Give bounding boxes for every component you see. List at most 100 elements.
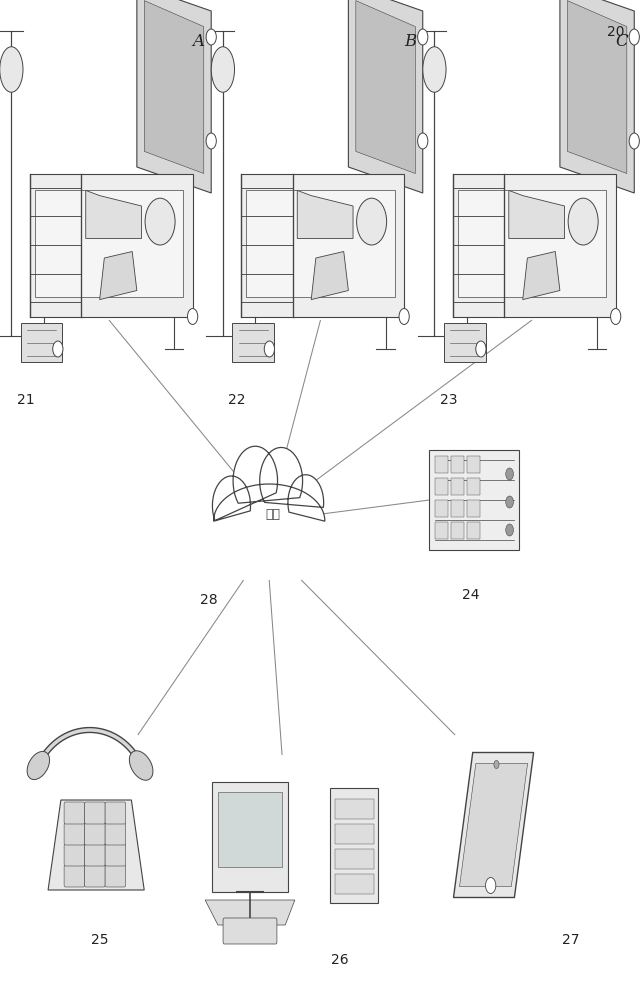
Text: C: C [615,33,628,50]
FancyBboxPatch shape [451,478,464,495]
Polygon shape [509,190,565,238]
FancyBboxPatch shape [64,802,85,824]
FancyBboxPatch shape [335,874,374,894]
Polygon shape [349,0,423,193]
FancyBboxPatch shape [467,456,480,473]
FancyBboxPatch shape [105,823,126,845]
Polygon shape [429,450,519,550]
FancyBboxPatch shape [467,500,480,517]
Circle shape [288,475,324,530]
Polygon shape [86,190,142,238]
FancyBboxPatch shape [335,824,374,844]
Ellipse shape [0,47,23,92]
FancyBboxPatch shape [85,844,105,866]
FancyBboxPatch shape [105,802,126,824]
Text: 21: 21 [17,393,35,407]
Ellipse shape [27,751,49,780]
FancyBboxPatch shape [64,865,85,887]
FancyBboxPatch shape [435,478,448,495]
Text: 26: 26 [331,953,349,967]
Polygon shape [297,190,353,238]
Polygon shape [137,0,212,193]
Polygon shape [35,190,183,297]
Circle shape [188,309,197,324]
Ellipse shape [129,751,153,780]
Circle shape [399,309,409,324]
Circle shape [611,309,620,324]
Text: A: A [193,33,204,50]
Circle shape [53,341,63,357]
Polygon shape [48,800,144,890]
Text: B: B [404,33,417,50]
Circle shape [233,446,278,516]
Circle shape [418,133,428,149]
Circle shape [264,341,274,357]
Circle shape [418,29,428,45]
FancyBboxPatch shape [335,798,374,818]
Text: 22: 22 [228,393,246,407]
FancyBboxPatch shape [105,844,126,866]
Polygon shape [444,323,486,362]
Polygon shape [523,251,560,300]
Polygon shape [242,174,404,316]
Circle shape [494,760,499,768]
Ellipse shape [213,484,325,558]
FancyBboxPatch shape [85,823,105,845]
Text: 网络: 网络 [265,508,280,522]
Polygon shape [458,190,606,297]
FancyBboxPatch shape [451,456,464,473]
Circle shape [356,198,387,245]
Ellipse shape [423,47,446,92]
FancyBboxPatch shape [435,522,448,539]
Polygon shape [218,792,282,867]
FancyBboxPatch shape [451,500,464,517]
FancyBboxPatch shape [64,844,85,866]
Circle shape [212,476,251,535]
FancyBboxPatch shape [435,456,448,473]
Ellipse shape [212,47,235,92]
FancyBboxPatch shape [467,522,480,539]
Circle shape [260,447,303,514]
FancyBboxPatch shape [435,500,448,517]
FancyBboxPatch shape [467,478,480,495]
Text: 28: 28 [199,593,217,607]
Circle shape [476,341,486,357]
Polygon shape [330,788,378,902]
FancyBboxPatch shape [64,823,85,845]
Polygon shape [21,323,63,362]
Polygon shape [205,900,295,925]
Polygon shape [453,174,615,316]
Circle shape [568,198,598,245]
Circle shape [506,468,513,480]
Polygon shape [30,174,192,316]
FancyBboxPatch shape [451,522,464,539]
Polygon shape [100,251,137,300]
Polygon shape [356,1,415,174]
Circle shape [629,133,639,149]
Polygon shape [246,190,395,297]
FancyBboxPatch shape [335,848,374,868]
FancyBboxPatch shape [105,865,126,887]
Text: 20: 20 [608,25,625,39]
Polygon shape [212,446,325,521]
Polygon shape [454,752,534,898]
FancyBboxPatch shape [85,802,105,824]
Polygon shape [567,1,627,174]
Circle shape [206,29,216,45]
Text: 23: 23 [440,393,458,407]
Text: 27: 27 [562,933,579,947]
Circle shape [506,496,513,508]
FancyBboxPatch shape [223,918,277,944]
Polygon shape [232,323,274,362]
Circle shape [486,878,496,894]
Circle shape [506,524,513,536]
Polygon shape [212,782,288,892]
Polygon shape [560,0,635,193]
Text: 25: 25 [90,933,108,947]
Polygon shape [460,763,528,887]
Circle shape [629,29,639,45]
Circle shape [206,133,216,149]
Circle shape [145,198,175,245]
Polygon shape [144,1,204,174]
Text: 24: 24 [462,588,480,602]
